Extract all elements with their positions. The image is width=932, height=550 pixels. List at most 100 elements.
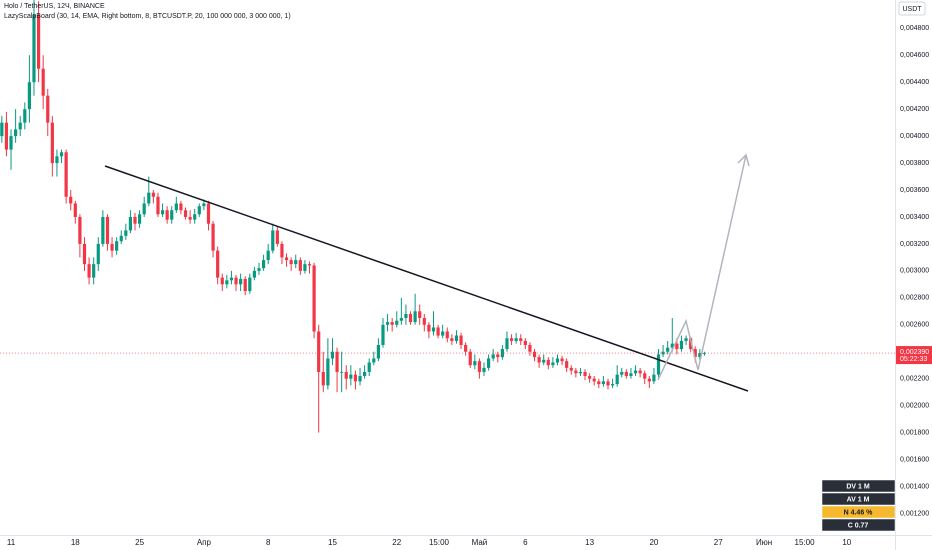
- projection-path: [657, 154, 747, 381]
- candle-body: [344, 371, 348, 379]
- board-row: [821, 492, 896, 506]
- candle-body: [666, 347, 670, 352]
- y-tick-label: 0,003200: [900, 241, 929, 248]
- candle-body: [9, 136, 13, 150]
- candle-body: [491, 354, 495, 359]
- candle-body: [50, 122, 54, 164]
- candle-body: [266, 250, 270, 261]
- candle-body: [468, 351, 472, 366]
- candle-body: [422, 318, 426, 325]
- board-label: AV 1 M: [847, 496, 870, 503]
- x-tick-label: 15:00: [429, 538, 450, 547]
- candle-body: [367, 362, 371, 372]
- candle-body: [55, 156, 59, 164]
- candle-body: [124, 230, 128, 236]
- x-tick-label: 15: [328, 538, 337, 547]
- candle-body: [147, 192, 151, 204]
- candle-body: [505, 338, 509, 350]
- candle-body: [179, 203, 183, 211]
- candle-body: [684, 338, 688, 341]
- x-tick-label: 6: [523, 538, 528, 547]
- y-tick-label: 0,002000: [900, 402, 929, 409]
- candle-body: [372, 358, 376, 363]
- y-tick-label: 0,004600: [900, 52, 929, 59]
- candle-body: [689, 338, 693, 350]
- candle-body: [211, 223, 215, 251]
- y-tick-label: 0,004400: [900, 79, 929, 86]
- candle-body: [4, 122, 9, 150]
- y-tick-label: 0,003400: [900, 214, 929, 221]
- candle-body: [583, 371, 587, 376]
- candle-body: [27, 82, 31, 110]
- candle-body: [610, 384, 615, 386]
- candle-body: [445, 331, 449, 339]
- chart-title: Holo / TetherUS, 12Ч, BINANCE: [4, 3, 105, 10]
- candle-body: [418, 311, 422, 319]
- x-tick-label: Июн: [756, 538, 772, 547]
- candle-body: [560, 358, 564, 362]
- candle-body: [137, 214, 142, 224]
- candle-body: [160, 210, 165, 215]
- currency-label: USDT: [902, 6, 922, 13]
- candle-body: [399, 318, 403, 321]
- candle-body: [385, 322, 390, 325]
- candle-body: [23, 109, 27, 123]
- candle-body: [395, 320, 399, 325]
- candle-body: [633, 370, 638, 374]
- candle-body: [698, 353, 702, 358]
- candle-body: [14, 129, 18, 137]
- y-tick-label: 0,002600: [900, 322, 929, 329]
- candle-body: [174, 203, 178, 211]
- candle-body: [73, 203, 77, 217]
- candle-body: [624, 371, 628, 376]
- countdown-label: 05:22:33: [900, 356, 927, 363]
- candle-body: [326, 358, 330, 386]
- candle-body: [340, 371, 344, 373]
- candle-body: [142, 203, 146, 215]
- candle-body: [482, 367, 486, 372]
- candle-body: [546, 359, 550, 366]
- candle-body: [312, 265, 316, 332]
- candle-body: [202, 203, 206, 207]
- y-tick-label: 0,003600: [900, 187, 929, 194]
- candle-body: [436, 327, 440, 336]
- candle-body: [225, 280, 229, 285]
- candle-body: [105, 216, 110, 244]
- candle-body: [528, 344, 532, 352]
- candle-body: [477, 361, 482, 372]
- candle-body: [459, 335, 463, 345]
- candle-body: [335, 351, 339, 372]
- candle-body: [670, 343, 674, 348]
- candle-body: [170, 210, 174, 220]
- x-tick-label: 20: [649, 538, 658, 547]
- currency-box[interactable]: [898, 1, 926, 16]
- candle-body: [500, 349, 504, 358]
- y-tick-label: 0,001400: [900, 483, 929, 490]
- candle-body: [532, 351, 537, 358]
- candle-body: [234, 277, 238, 285]
- candle-body: [358, 375, 362, 382]
- candle-body: [679, 340, 684, 350]
- y-tick-label: 0,003000: [900, 268, 929, 275]
- candle-body: [427, 324, 431, 332]
- candle-body: [321, 371, 325, 386]
- candle-body: [271, 230, 275, 251]
- candle-body: [115, 241, 119, 251]
- board-label: N 4.46 %: [844, 509, 874, 516]
- candle-body: [390, 322, 394, 325]
- candle-body: [376, 344, 380, 359]
- candle-body: [82, 243, 87, 265]
- candle-body: [243, 278, 247, 292]
- x-tick-label: 18: [71, 538, 80, 547]
- candle-body: [464, 344, 468, 352]
- x-tick-label: 8: [266, 538, 271, 547]
- candle-body: [413, 311, 417, 323]
- y-tick-label: 0,001600: [900, 456, 929, 463]
- candle-body: [101, 216, 105, 244]
- board-row: [821, 505, 896, 519]
- candle-body: [165, 210, 169, 220]
- x-tick-label: Май: [472, 538, 488, 547]
- x-tick-label: 15:00: [795, 538, 816, 547]
